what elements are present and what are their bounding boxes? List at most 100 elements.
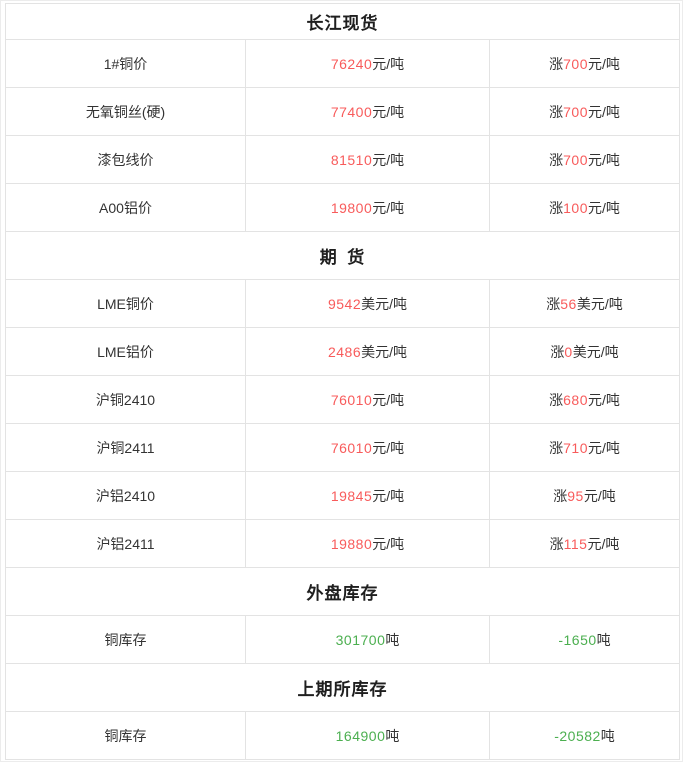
table-row: 漆包线价 81510元/吨 涨700元/吨 [5, 135, 681, 184]
price-unit: 吨 [385, 727, 400, 744]
price-unit: 元/吨 [372, 151, 405, 168]
change-prefix: 涨 [553, 487, 568, 504]
price-unit: 美元/吨 [361, 295, 408, 312]
change-prefix: 涨 [549, 439, 564, 456]
price-number: 81510 [330, 151, 373, 168]
item-label: LME铜价 [5, 279, 246, 328]
section-title: 长江现货 [4, 3, 681, 40]
section-header-shfe-inventory: 上期所库存 [4, 663, 681, 712]
item-label: 1#铜价 [5, 39, 246, 88]
item-label: 铜库存 [5, 711, 246, 760]
item-change: 涨680元/吨 [488, 375, 681, 424]
price-number: 19880 [330, 535, 373, 552]
item-price: 19800元/吨 [245, 183, 490, 232]
price-unit: 元/吨 [372, 391, 405, 408]
table-row: 1#铜价 76240元/吨 涨700元/吨 [5, 39, 681, 88]
change-prefix: 涨 [549, 103, 564, 120]
item-change: -20582吨 [488, 711, 681, 760]
change-number: -1650 [558, 631, 597, 648]
table-row: 沪铝2411 19880元/吨 涨115元/吨 [5, 519, 681, 568]
item-price: 301700吨 [245, 615, 490, 664]
item-change: 涨700元/吨 [488, 135, 681, 184]
table-row: LME铜价 9542美元/吨 涨56美元/吨 [5, 279, 681, 328]
item-price: 81510元/吨 [245, 135, 490, 184]
item-price: 19845元/吨 [245, 471, 490, 520]
item-label: 沪铜2410 [5, 375, 246, 424]
item-price: 77400元/吨 [245, 87, 490, 136]
price-unit: 元/吨 [372, 487, 405, 504]
item-label: 沪铝2411 [5, 519, 246, 568]
section-title: 外盘库存 [4, 567, 681, 616]
change-unit: 美元/吨 [576, 295, 623, 312]
change-unit: 吨 [596, 631, 611, 648]
price-number: 19800 [330, 199, 373, 216]
change-number: 700 [563, 151, 588, 168]
section-header-lme-inventory: 外盘库存 [4, 567, 681, 616]
price-number: 301700 [335, 631, 386, 648]
item-label: A00铝价 [5, 183, 246, 232]
change-unit: 元/吨 [587, 103, 620, 120]
item-change: -1650吨 [488, 615, 681, 664]
change-number: 700 [563, 55, 588, 72]
change-prefix: 涨 [550, 343, 565, 360]
change-prefix: 涨 [549, 55, 564, 72]
price-number: 2486 [327, 343, 362, 360]
change-unit: 元/吨 [587, 199, 620, 216]
item-label: LME铝价 [5, 327, 246, 376]
change-prefix: 涨 [549, 535, 564, 552]
change-unit: 元/吨 [587, 151, 620, 168]
price-number: 76010 [330, 439, 373, 456]
price-unit: 吨 [385, 631, 400, 648]
change-prefix: 涨 [549, 391, 564, 408]
change-number: 56 [560, 295, 577, 312]
item-price: 9542美元/吨 [245, 279, 490, 328]
commodity-price-table: 长江现货 1#铜价 76240元/吨 涨700元/吨 无氧铜丝(硬) 77400… [4, 3, 681, 760]
item-change: 涨710元/吨 [488, 423, 681, 472]
price-unit: 元/吨 [372, 535, 405, 552]
item-price: 76010元/吨 [245, 375, 490, 424]
item-change: 涨0美元/吨 [488, 327, 681, 376]
price-unit: 美元/吨 [361, 343, 408, 360]
change-number: 95 [567, 487, 584, 504]
item-price: 164900吨 [245, 711, 490, 760]
item-label: 沪铜2411 [5, 423, 246, 472]
table-row: 无氧铜丝(硬) 77400元/吨 涨700元/吨 [5, 87, 681, 136]
price-unit: 元/吨 [372, 55, 405, 72]
price-number: 164900 [335, 727, 386, 744]
change-number: 100 [563, 199, 588, 216]
change-number: 0 [564, 343, 573, 360]
table-row: 沪铜2411 76010元/吨 涨710元/吨 [5, 423, 681, 472]
item-label: 铜库存 [5, 615, 246, 664]
table-row: 沪铜2410 76010元/吨 涨680元/吨 [5, 375, 681, 424]
price-number: 76240 [330, 55, 373, 72]
item-label: 漆包线价 [5, 135, 246, 184]
change-unit: 元/吨 [587, 535, 620, 552]
table-row: A00铝价 19800元/吨 涨100元/吨 [5, 183, 681, 232]
price-unit: 元/吨 [372, 439, 405, 456]
section-header-changjiang: 长江现货 [4, 3, 681, 40]
change-prefix: 涨 [546, 295, 561, 312]
change-prefix: 涨 [549, 151, 564, 168]
change-unit: 元/吨 [583, 487, 616, 504]
item-change: 涨115元/吨 [488, 519, 681, 568]
item-change: 涨700元/吨 [488, 39, 681, 88]
change-unit: 元/吨 [587, 55, 620, 72]
table-row: 铜库存 301700吨 -1650吨 [5, 615, 681, 664]
section-header-futures: 期 货 [4, 231, 681, 280]
item-price: 2486美元/吨 [245, 327, 490, 376]
change-unit: 元/吨 [587, 439, 620, 456]
change-number: -20582 [554, 727, 601, 744]
change-unit: 元/吨 [587, 391, 620, 408]
item-label: 无氧铜丝(硬) [5, 87, 246, 136]
price-number: 77400 [330, 103, 373, 120]
price-unit: 元/吨 [372, 103, 405, 120]
change-prefix: 涨 [549, 199, 564, 216]
table-row: 铜库存 164900吨 -20582吨 [5, 711, 681, 760]
change-number: 700 [563, 103, 588, 120]
price-unit: 元/吨 [372, 199, 405, 216]
price-number: 9542 [327, 295, 362, 312]
item-change: 涨95元/吨 [488, 471, 681, 520]
section-title: 上期所库存 [4, 663, 681, 712]
item-price: 19880元/吨 [245, 519, 490, 568]
price-number: 76010 [330, 391, 373, 408]
